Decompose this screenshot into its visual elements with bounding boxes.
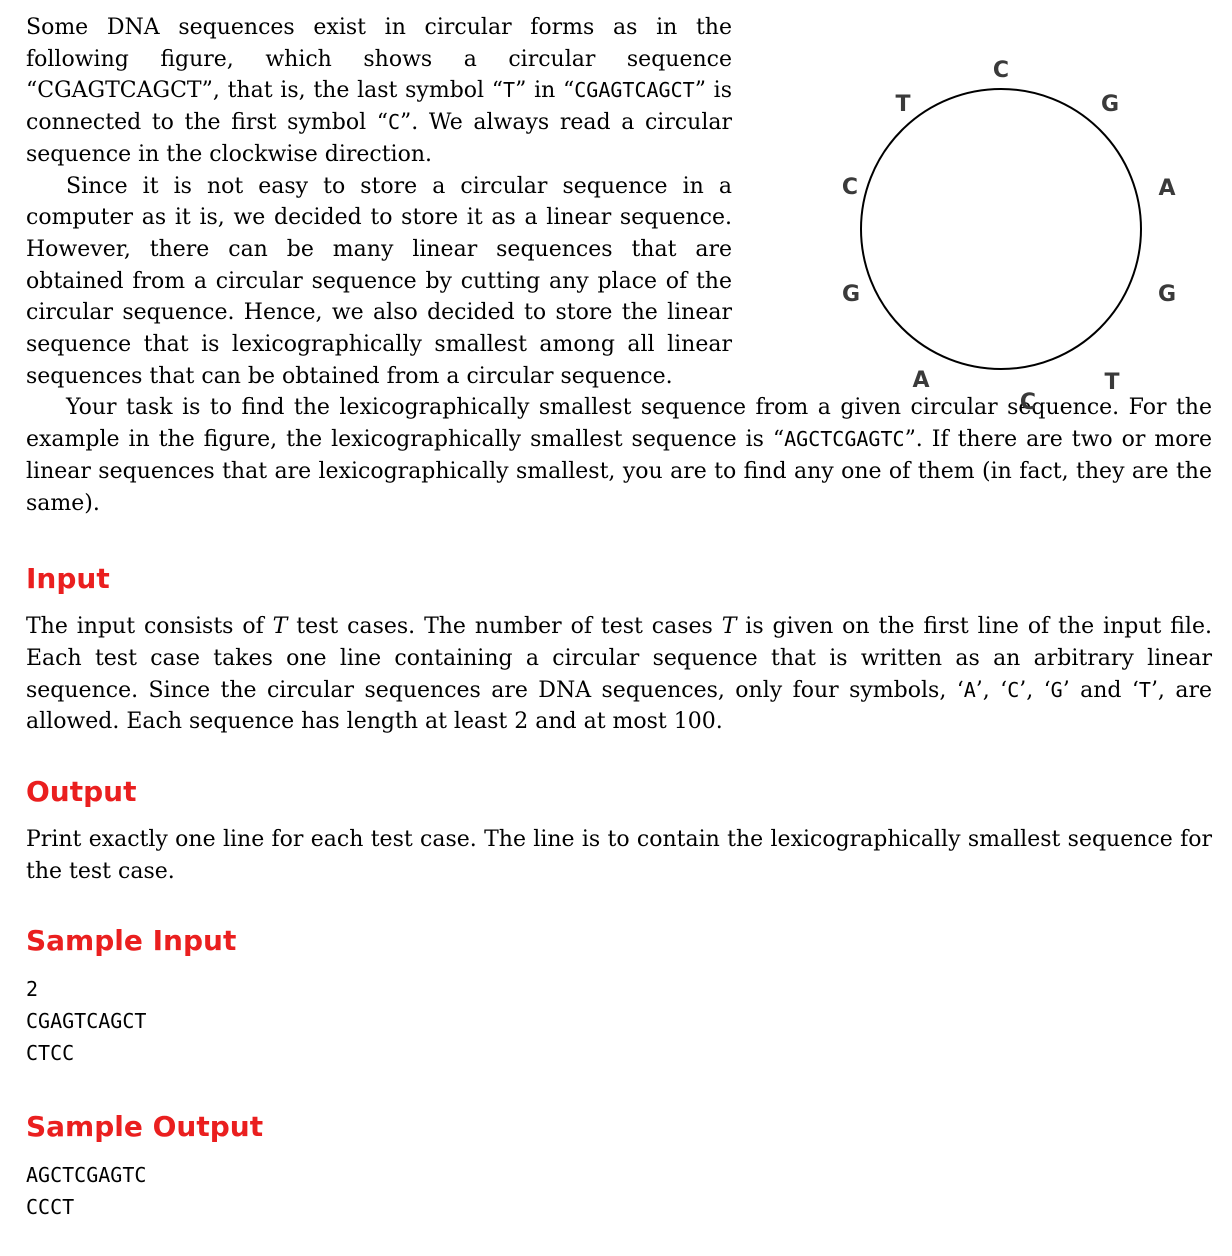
figure-letter-a-right: A [1158, 176, 1175, 201]
intro-text: ”. If there are two or more linear seque… [26, 427, 1212, 516]
symbol-t: T [503, 78, 516, 103]
intro-text: ” is connected to the first symbol “ [26, 78, 732, 136]
symbol-c: C [1007, 677, 1020, 702]
figure-letter-a-lower-left: A [912, 368, 929, 393]
symbol-t: T [1138, 677, 1151, 702]
figure-letter-c-bottom: C [1020, 390, 1036, 415]
example-sequence: CGAGTCAGCT [37, 78, 202, 104]
output-heading: Output [26, 775, 137, 809]
input-text: ’, ‘ [975, 677, 1008, 703]
intro-paragraph-2: Since it is not easy to store a circular… [26, 173, 732, 389]
intro-text: ”. We always read a circular sequence in… [26, 110, 732, 167]
variable-t: T [272, 614, 288, 640]
figure-letter-c-left: C [842, 175, 858, 200]
sample-input-line: CGAGTCAGCT [26, 1009, 147, 1034]
input-description: The input consists of T test cases. The … [26, 611, 1212, 738]
figure-letter-g-lower-right: G [1158, 282, 1176, 307]
example-sequence-mono: CGAGTCAGCT [574, 78, 695, 103]
intro-section: C G A G T C A G C T Some DNA sequences e… [26, 12, 1212, 519]
sample-output-block: AGCTCGAGTC CCCT [26, 1159, 1212, 1223]
figure-letter-t-upper-left: T [895, 92, 910, 117]
sample-input-line: 2 [26, 977, 39, 1002]
input-text: ’, ‘ [1019, 677, 1051, 703]
intro-text: Some DNA sequences exist in circular for… [26, 15, 732, 104]
smallest-sequence: AGCTCGAGTC [784, 427, 905, 452]
intro-paragraph-1: Some DNA sequences exist in circular for… [26, 12, 732, 171]
intro-text: Your task is to find the lexicographical… [26, 395, 1212, 453]
figure-letter-c-top: C [993, 58, 1009, 83]
circle-ring [860, 88, 1142, 370]
intro-text: ” in “ [515, 78, 575, 104]
variable-t: T [721, 614, 737, 640]
input-text: The input consists of [26, 614, 273, 640]
sample-input-block: 2 CGAGTCAGCT CTCC [26, 973, 1212, 1069]
sample-output-heading: Sample Output [26, 1110, 264, 1144]
sample-input-heading: Sample Input [26, 924, 237, 958]
symbol-g: G [1050, 677, 1063, 702]
figure-letter-g-left: G [842, 282, 860, 307]
output-description: Print exactly one line for each test cas… [26, 827, 1212, 884]
input-text: ’ and ‘ [1062, 677, 1139, 703]
circle-diagram: C G A G T C A G C T [842, 58, 1176, 415]
sample-input-line: CTCC [26, 1041, 75, 1066]
symbol-c: C [388, 110, 401, 135]
problem-statement: C G A G T C A G C T Some DNA sequences e… [26, 12, 1212, 1223]
input-text: ’, are allowed. Each sequence has length… [26, 677, 1212, 735]
figure-letter-g-upper-right: G [1101, 92, 1119, 117]
input-text: is given on the first line of the input … [26, 614, 1212, 703]
symbol-a: A [963, 677, 976, 702]
input-heading: Input [26, 562, 110, 596]
sample-output-line: AGCTCGAGTC [26, 1163, 147, 1188]
circular-sequence-figure: C G A G T C A G C T [801, 47, 1191, 427]
input-text: test cases. The number of test cases [287, 614, 722, 640]
sample-output-line: CCCT [26, 1195, 75, 1220]
intro-text: ”, that is, the last symbol “ [201, 78, 504, 104]
intro-paragraph-3: Your task is to find the lexicographical… [26, 392, 1212, 519]
figure-letter-t-lower-right: T [1104, 370, 1119, 395]
